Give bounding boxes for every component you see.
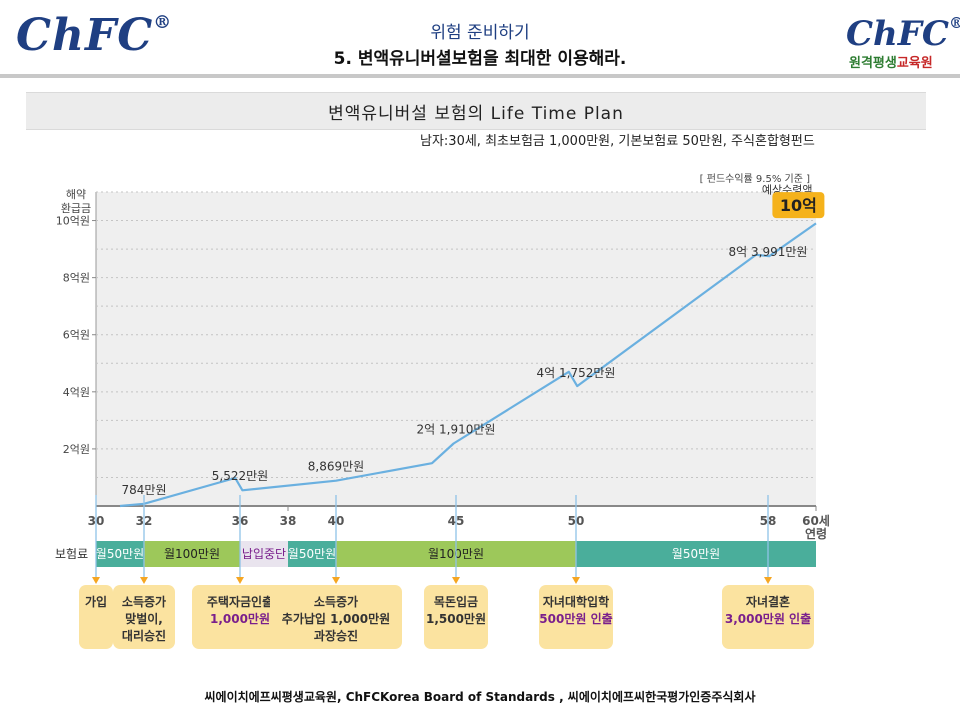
data-label: 5,522만원 [212,469,268,483]
event-arrow [92,577,100,584]
y-axis-label-line2: 환급금 [61,202,91,215]
premium-axis-label: 보험료 [55,547,88,561]
event-text: 추가납입 1,000만원 [281,612,391,626]
event-amount: 500만원 인출 [539,612,613,626]
premium-segment [288,541,336,567]
y-tick-label: 2억원 [63,443,90,456]
header-divider [0,74,960,78]
x-axis-label: 연령 [805,526,827,541]
premium-segment [144,541,240,567]
event-amount: 3,000만원 인출 [724,612,812,626]
projected-value: 10억 [780,196,817,215]
data-label: 4억 1,752만원 [537,366,616,380]
premium-segment [240,541,288,567]
y-tick-label: 10억원 [56,215,90,228]
plan-banner [26,92,926,130]
data-label: 8억 3,991만원 [729,245,808,259]
event-arrow [332,577,340,584]
header-subtitle: 5. 변액유니버셜보험을 최대한 이용해라. [333,49,627,69]
event-box: 자녀결혼 3,000만원 인출 [722,585,814,649]
x-tick-label: 38 [280,514,297,528]
data-label: 8,869만원 [308,460,364,474]
event-amount: 1,000만원 [209,612,271,626]
event-text: 자녀결혼 [745,595,791,609]
series-line [119,222,817,508]
projected-badge [772,192,825,219]
premium-segment-label: 납입중단 [242,547,286,561]
premium-segment [576,541,816,567]
y-tick-label: 8억원 [63,272,90,285]
event-text: 과장승진 [313,629,359,643]
event-arrow [236,577,244,584]
event-text: 소득증가 [313,595,359,609]
event-text: 주택자금인출 [206,595,274,609]
fund-return-note: [ 펀드수익률 9.5% 기준 ] [700,173,810,185]
event-text: 1,500만원 [425,612,487,626]
chfc-logo-left: ChFC® [16,10,173,61]
event-arrow [140,577,148,584]
event-arrow [764,577,772,584]
event-box: 목돈입금 1,500만원 [424,585,488,649]
header-title: 위험 준비하기 [430,23,530,43]
event-text: 목돈입금 [433,595,479,609]
event-box: 가입 [79,585,113,649]
event-text: 자녀대학입학 [542,595,610,609]
footer-credits: 씨에이치에프씨평생교육원, ChFCKorea Board of Standar… [204,690,756,704]
plan-conditions: 남자:30세, 최초보험금 1,000만원, 기본보험료 50만원, 주식혼합형… [420,134,815,149]
plot-area [96,192,816,506]
premium-segment-label: 월50만원 [96,547,144,561]
x-tick-label: 60세 [802,513,830,528]
premium-segment-label: 월100만원 [164,547,220,561]
event-text: 대리승진 [121,629,167,643]
y-axis-label-line1: 해약 [66,187,86,201]
event-text: 소득증가 [121,595,167,609]
event-arrow [452,577,460,584]
event-arrow [572,577,580,584]
premium-segment [96,541,144,567]
event-text: 맞벌이, [125,612,163,626]
y-tick-label: 4억원 [63,386,90,399]
data-label: 784만원 [122,483,167,497]
chfc-logo-right: ChFC® [846,14,960,54]
event-text: 가입 [84,595,108,609]
y-tick-label: 6억원 [63,329,90,342]
premium-segment-label: 월50만원 [288,547,336,561]
plan-title: 변액유니버설 보험의 Life Time Plan [328,104,624,124]
event-box: 자녀대학입학 500만원 인출 [539,585,613,649]
premium-segment-label: 월50만원 [672,547,720,561]
logo-right-subtitle: 원격평생교육원 [849,56,933,71]
data-label: 2억 1,910만원 [417,422,496,436]
